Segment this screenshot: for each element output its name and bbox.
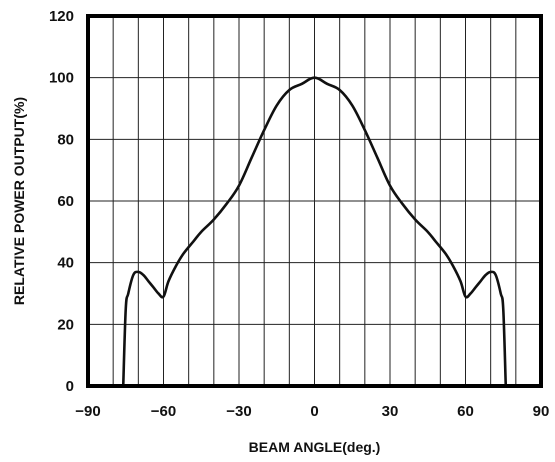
y-tick-label: 60: [57, 193, 74, 210]
grid: [88, 16, 541, 386]
x-tick-label: 0: [310, 403, 318, 420]
tick-labels: −90 −60 −30 0 30 60 90 0 20 40 60 80 100 120: [49, 8, 549, 420]
x-axis-title: BEAM ANGLE(deg.): [249, 439, 381, 455]
x-tick-label: −30: [226, 403, 251, 420]
y-axis-title: RELATIVE POWER OUTPUT(%): [11, 97, 27, 305]
x-tick-label: 90: [533, 403, 550, 420]
y-tick-label: 20: [57, 316, 74, 333]
y-tick-label: 40: [57, 255, 74, 272]
x-tick-label: −60: [151, 403, 176, 420]
series-line: [121, 76, 508, 388]
y-tick-label: 120: [49, 8, 74, 25]
x-tick-label: 60: [457, 403, 474, 420]
x-tick-label: −90: [75, 403, 100, 420]
x-tick-label: 30: [382, 403, 399, 420]
y-tick-label: 80: [57, 131, 74, 148]
y-tick-label: 100: [49, 70, 74, 87]
plot-frame: [86, 14, 543, 388]
y-tick-label: 0: [66, 378, 74, 395]
series-layer: [121, 76, 508, 388]
